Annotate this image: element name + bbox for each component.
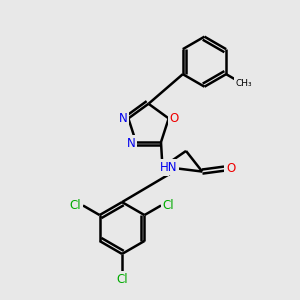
Text: Cl: Cl bbox=[116, 273, 128, 286]
Text: Cl: Cl bbox=[70, 199, 82, 212]
Text: N: N bbox=[126, 137, 135, 150]
Text: N: N bbox=[119, 112, 128, 125]
Text: S: S bbox=[158, 161, 166, 174]
Text: CH₃: CH₃ bbox=[236, 79, 252, 88]
Text: O: O bbox=[226, 162, 236, 175]
Text: O: O bbox=[169, 112, 178, 125]
Text: HN: HN bbox=[160, 161, 177, 174]
Text: Cl: Cl bbox=[163, 199, 174, 212]
